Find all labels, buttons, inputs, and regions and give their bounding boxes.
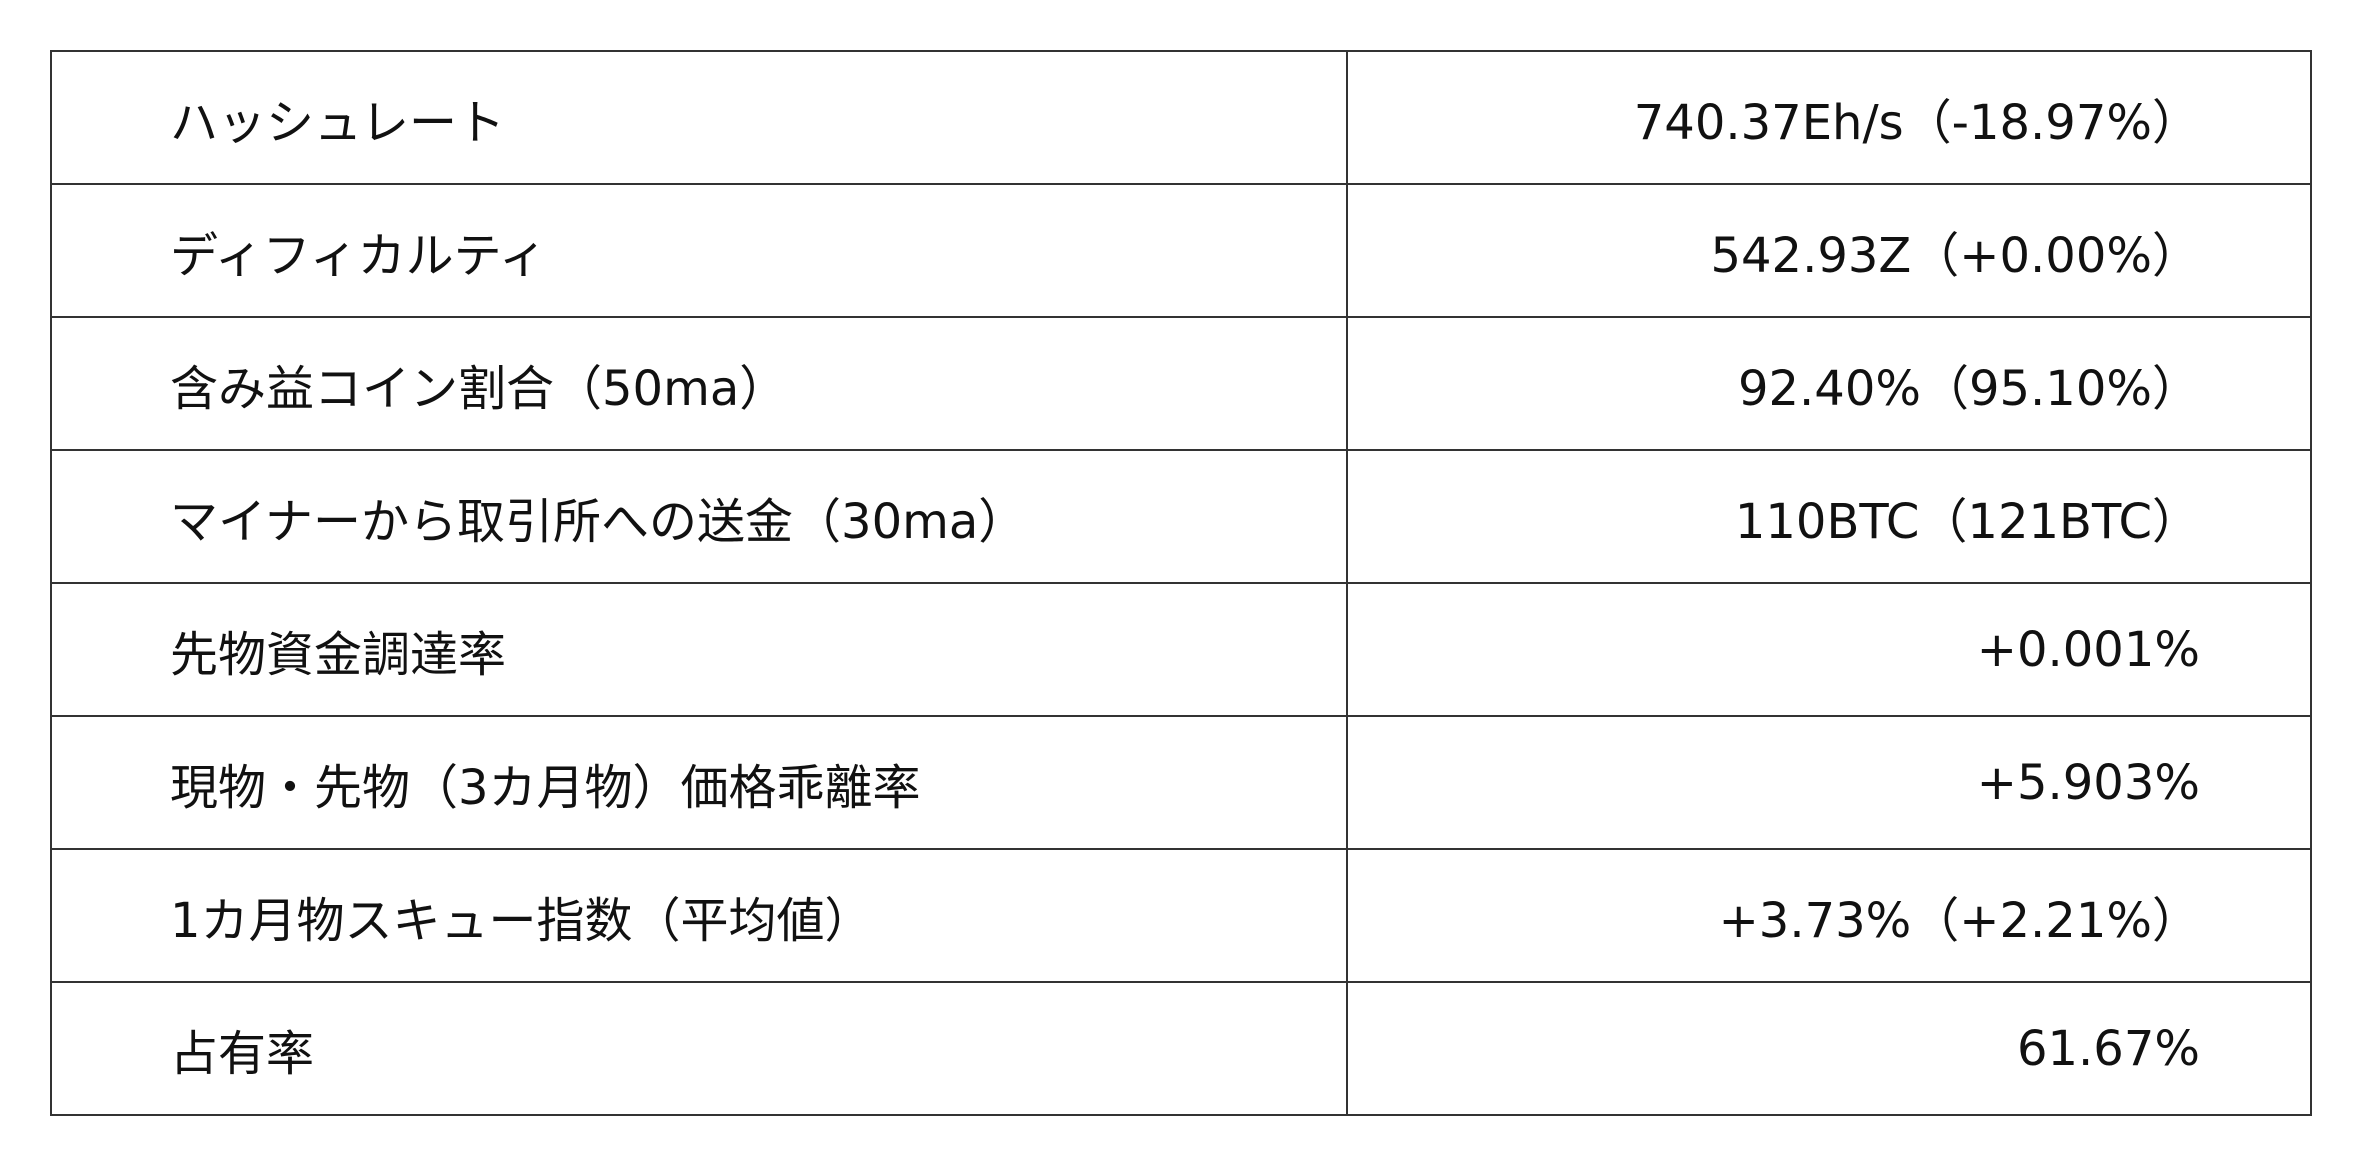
row-value: 61.67% (1346, 981, 2312, 1116)
row-value: 92.40%（95.10%） (1346, 316, 2312, 451)
row-value: +3.73%（+2.21%） (1346, 848, 2312, 983)
table-row: 含み益コイン割合（50ma） 92.40%（95.10%） (50, 316, 2312, 451)
row-label: 占有率 (50, 981, 1348, 1116)
row-value: +0.001% (1346, 582, 2312, 717)
row-value: 110BTC（121BTC） (1346, 449, 2312, 584)
table-row: マイナーから取引所への送金（30ma） 110BTC（121BTC） (50, 449, 2312, 584)
row-value: +5.903% (1346, 715, 2312, 850)
metrics-table: ハッシュレート 740.37Eh/s（-18.97%） ディフィカルティ 542… (50, 50, 2312, 1116)
table-row: 占有率 61.67% (50, 981, 2312, 1116)
row-label: マイナーから取引所への送金（30ma） (50, 449, 1348, 584)
row-label: 現物・先物（3カ月物）価格乖離率 (50, 715, 1348, 850)
row-value: 542.93Z（+0.00%） (1346, 183, 2312, 318)
row-label: ハッシュレート (50, 50, 1348, 185)
row-value: 740.37Eh/s（-18.97%） (1346, 50, 2312, 185)
table-row: 先物資金調達率 +0.001% (50, 582, 2312, 717)
row-label: 1カ月物スキュー指数（平均値） (50, 848, 1348, 983)
table-row: 現物・先物（3カ月物）価格乖離率 +5.903% (50, 715, 2312, 850)
row-label: 含み益コイン割合（50ma） (50, 316, 1348, 451)
table-row: ハッシュレート 740.37Eh/s（-18.97%） (50, 50, 2312, 185)
row-label: ディフィカルティ (50, 183, 1348, 318)
row-label: 先物資金調達率 (50, 582, 1348, 717)
table-row: ディフィカルティ 542.93Z（+0.00%） (50, 183, 2312, 318)
table-row: 1カ月物スキュー指数（平均値） +3.73%（+2.21%） (50, 848, 2312, 983)
